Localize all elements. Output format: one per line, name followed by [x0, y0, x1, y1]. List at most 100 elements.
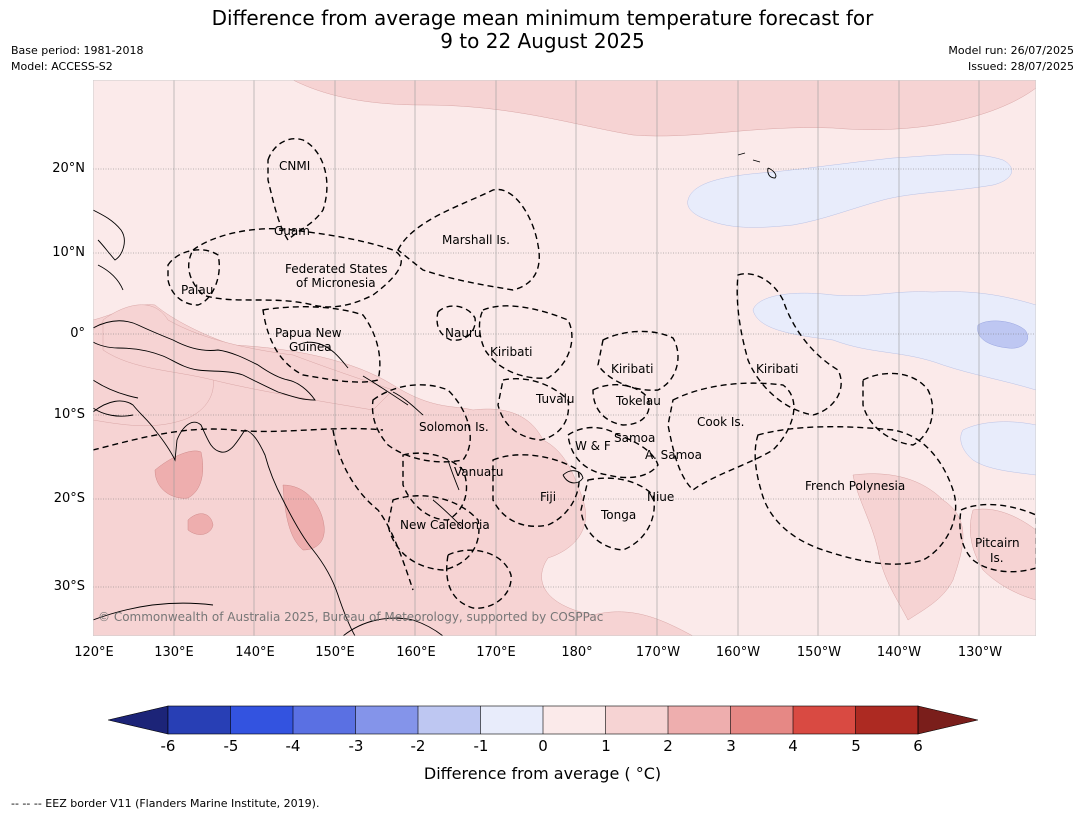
anomaly-cool-south [960, 421, 1036, 476]
colorbar-extend-high [917, 705, 978, 735]
region-label-fsm-2: of Micronesia [296, 276, 376, 290]
lon-label-180: 180° [561, 645, 593, 660]
eez-png [262, 306, 381, 383]
lat-label-30s: 30°S [53, 579, 85, 594]
eez-niue-tonga [580, 477, 655, 551]
coast-nz [342, 617, 444, 636]
colorbar-bin-4 [355, 706, 418, 734]
lat-label-0: 0° [70, 326, 85, 341]
meta-right: Model run: 26/07/2025 Issued: 28/07/2025 [948, 43, 1074, 75]
colorbar-tick-0: 0 [538, 737, 548, 755]
region-label-png-1: Papua New [275, 326, 342, 340]
lon-label-120e: 120°E [74, 645, 114, 660]
model-name: Model: ACCESS-S2 [11, 60, 113, 73]
colorbar-tick-neg6: -6 [160, 737, 176, 755]
eez-tuvalu [497, 378, 570, 441]
title-line-1: Difference from average mean minimum tem… [211, 6, 874, 30]
latitude-lines [93, 168, 1036, 588]
lat-label-10s: 10°S [53, 407, 85, 422]
region-label-niue: Niue [647, 490, 674, 504]
colorbar-bin-11 [793, 706, 856, 734]
colorbar-bin-9 [668, 706, 731, 734]
colorbar-title: Difference from average ( °C) [423, 764, 662, 783]
colorbar-tick-neg2: -2 [410, 737, 426, 755]
colorbar-tick-neg1: -1 [473, 737, 489, 755]
anomaly-cool-north [687, 154, 1012, 228]
region-label-asamoa: A. Samoa [645, 448, 702, 462]
colorbar-bin-8 [605, 706, 668, 734]
eez-cnmi [267, 138, 328, 242]
coast-new-britain [297, 341, 349, 369]
colorbar-tick-6: 6 [913, 737, 923, 755]
colorbar-tick-neg3: -3 [348, 737, 364, 755]
eez-footnote: -- -- -- EEZ border V11 (Flanders Marine… [11, 797, 320, 810]
lon-label-150w: 150°W [796, 645, 842, 660]
anomaly-region-southeast [852, 473, 964, 621]
eez-fsm [187, 228, 402, 308]
anomaly-region-pitcairn [970, 508, 1036, 601]
region-label-marshall: Marshall Is. [442, 233, 510, 247]
coast-indonesia [93, 379, 139, 417]
eez-french-polynesia [754, 426, 957, 565]
title-line-2: 9 to 22 August 2025 [440, 29, 645, 53]
colorbar-bin-7 [543, 706, 606, 734]
region-label-wf: W & F [575, 439, 611, 453]
eez-wf-samoa [567, 426, 659, 479]
anomaly-cool-equator [752, 291, 1036, 391]
colorbar-tick-2: 2 [663, 737, 673, 755]
eez-cook [667, 382, 795, 491]
eez-kiribati-phoenix [597, 330, 679, 391]
region-label-kiribati-central: Kiribati [611, 362, 653, 376]
lon-label-170e: 170°E [476, 645, 516, 660]
colorbar [108, 705, 978, 735]
lat-label-20s: 20°S [53, 491, 85, 506]
region-label-french-polynesia: French Polynesia [805, 479, 905, 493]
eez-nz-circle [446, 549, 512, 609]
region-label-guam: Guam [274, 224, 310, 238]
eez-kiribati-line [736, 273, 842, 416]
copyright-notice: © Commonwealth of Australia 2025, Bureau… [98, 610, 603, 624]
coastlines [93, 152, 777, 636]
eez-nauru [436, 305, 476, 341]
region-label-nauru: Nauru [445, 326, 481, 340]
map-title: Difference from average mean minimum tem… [0, 7, 1085, 53]
anomaly-region-north [292, 80, 1036, 137]
lat-label-20n: 20°N [52, 161, 85, 176]
coast-hawaii [737, 152, 777, 179]
anomaly-region-southwest [93, 304, 694, 636]
eez-solomon [371, 384, 471, 463]
region-label-tokelau: Tokelau [615, 394, 661, 408]
eez-borders [93, 138, 1036, 609]
colorbar-tick-5: 5 [851, 737, 861, 755]
eez-marshall [397, 188, 540, 291]
eez-palau [167, 249, 220, 306]
region-label-vanuatu: Vanuatu [454, 465, 504, 479]
eez-french-polynesia-north [862, 372, 934, 446]
lon-label-130e: 130°E [154, 645, 194, 660]
lon-label-150e: 150°E [315, 645, 355, 660]
coast-philippines [93, 209, 125, 291]
coast-solomons [362, 375, 424, 416]
colorbar-tick-neg4: -4 [285, 737, 301, 755]
lat-label-10n: 10°N [52, 245, 85, 260]
region-label-palau: Palau [181, 283, 213, 297]
region-label-kiribati-east: Kiribati [756, 362, 798, 376]
colorbar-bin-1 [168, 706, 231, 734]
region-label-cnmi: CNMI [279, 159, 310, 173]
issued-date: Issued: 28/07/2025 [967, 60, 1074, 73]
region-label-solomon: Solomon Is. [419, 420, 489, 434]
lon-label-170w: 170°W [635, 645, 681, 660]
region-label-png-2: Guinea [289, 340, 332, 354]
colorbar-bin-3 [293, 706, 356, 734]
colorbar-extend-low [108, 705, 169, 735]
colorbar-tick-3: 3 [726, 737, 736, 755]
forecast-map: CNMI Guam Marshall Is. Federated States … [93, 80, 1036, 636]
colorbar-tick-4: 4 [788, 737, 798, 755]
region-label-pitcairn-2: Is. [990, 551, 1004, 565]
region-label-samoa: Samoa [614, 431, 655, 445]
region-label-fiji: Fiji [540, 490, 556, 504]
lon-label-160w: 160°W [715, 645, 761, 660]
region-label-new-caledonia: New Caledonia [400, 518, 490, 532]
meta-left: Base period: 1981-2018 Model: ACCESS-S2 [11, 43, 143, 75]
eez-kiribati-west [478, 305, 573, 379]
